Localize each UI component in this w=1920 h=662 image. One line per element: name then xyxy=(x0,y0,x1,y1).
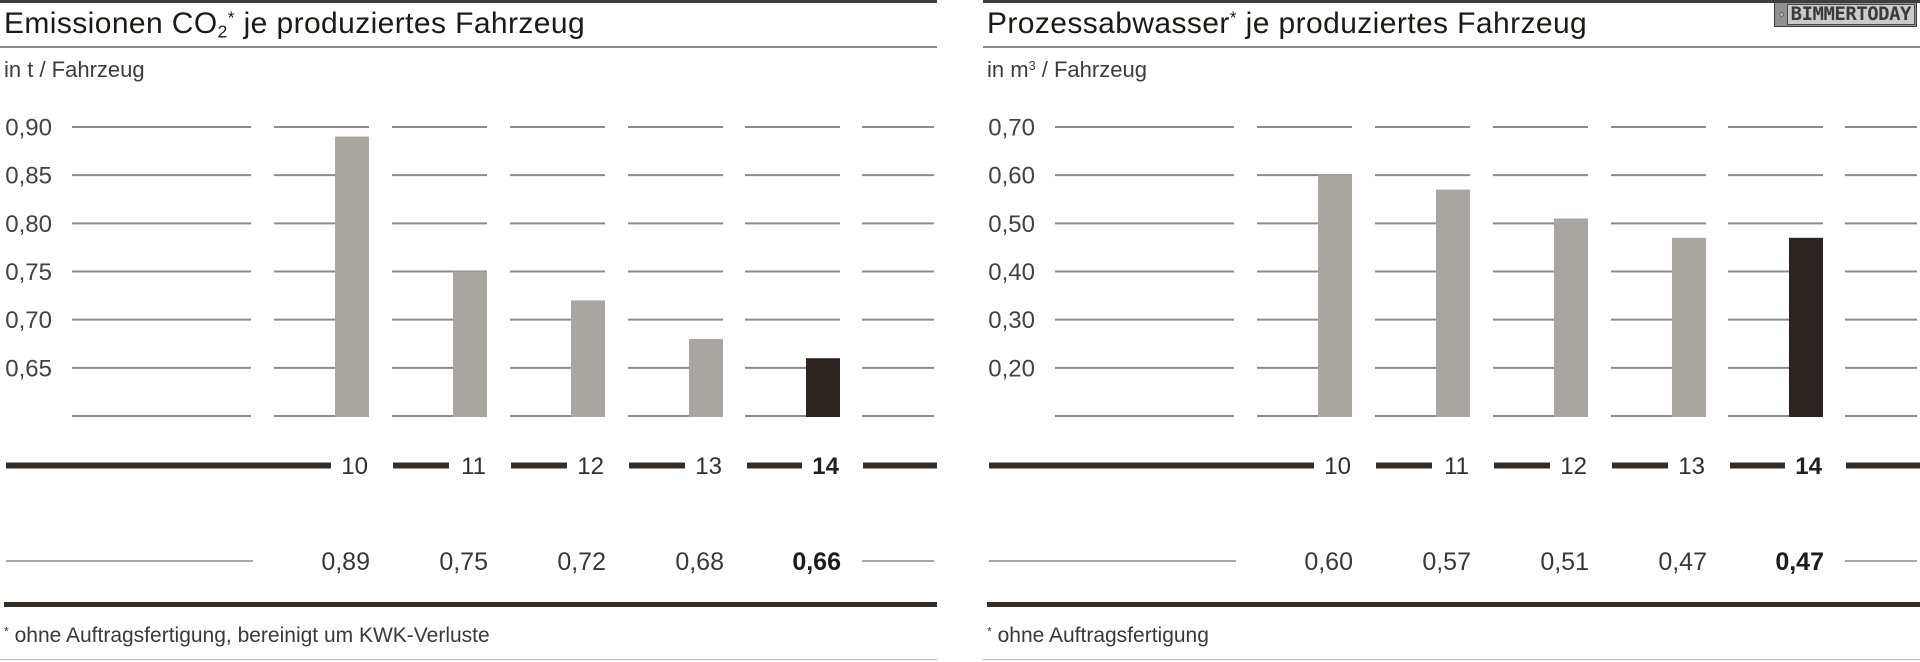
panel-top-rule xyxy=(0,0,937,3)
x-tick-label: 11 xyxy=(1444,453,1469,480)
y-tick-label: 0,60 xyxy=(988,163,1035,190)
chart-footnote: * ohne Auftragsfertigung xyxy=(987,624,1209,647)
bimmertoday-watermark: BIMMERTODAY xyxy=(1773,2,1917,27)
bar-11 xyxy=(1436,189,1470,417)
y-tick-label: 0,75 xyxy=(5,259,52,286)
value-label: 0,89 xyxy=(321,548,370,576)
panel-bottom-rule xyxy=(983,659,1920,660)
chart-title: Prozessabwasser* je produziertes Fahrzeu… xyxy=(987,7,1588,40)
value-label: 0,72 xyxy=(557,548,606,576)
y-tick-label: 0,50 xyxy=(988,211,1035,238)
bar-12 xyxy=(571,300,605,417)
y-tick-label: 0,40 xyxy=(988,259,1035,286)
bar-13 xyxy=(689,338,723,417)
x-tick-label: 13 xyxy=(695,453,722,480)
y-unit-label: in t / Fahrzeug xyxy=(4,57,145,82)
value-label: 0,60 xyxy=(1304,548,1353,576)
panel-bottom-rule xyxy=(0,659,937,660)
bar-14 xyxy=(1789,237,1823,417)
bar-12 xyxy=(1554,218,1588,417)
chart-footnote: * ohne Auftragsfertigung, bereinigt um K… xyxy=(4,624,490,647)
y-tick-label: 0,65 xyxy=(5,355,52,382)
chart-title: Emissionen CO2* je produziertes Fahrzeug xyxy=(4,7,586,42)
x-tick-label: 10 xyxy=(341,453,368,480)
x-tick-label: 10 xyxy=(1324,453,1351,480)
bar-10 xyxy=(335,136,369,417)
y-tick-label: 0,90 xyxy=(5,115,52,142)
bar-14 xyxy=(806,358,840,417)
y-tick-label: 0,80 xyxy=(5,211,52,238)
value-label: 0,51 xyxy=(1540,548,1589,576)
watermark-label: BIMMERTODAY xyxy=(1790,3,1912,25)
y-tick-label: 0,85 xyxy=(5,163,52,190)
y-unit-label: in m3 / Fahrzeug xyxy=(987,57,1147,82)
x-tick-label: 14 xyxy=(1795,453,1822,480)
y-tick-label: 0,30 xyxy=(988,307,1035,334)
title-underline xyxy=(0,46,937,48)
title-underline xyxy=(983,46,1920,48)
bar-chart-plot: 0,70 0,60 0,50 0,40 0,30 0,20 10 11 12 13 14 0,60 0,… xyxy=(988,115,1920,576)
value-label: 0,75 xyxy=(439,548,488,576)
y-tick-label: 0,70 xyxy=(5,307,52,334)
bar-10 xyxy=(1318,175,1352,417)
bar-11 xyxy=(453,271,487,417)
x-tick-label: 12 xyxy=(1560,453,1587,480)
watermark-dot-icon xyxy=(1776,4,1787,25)
process-wastewater-chart-panel: Prozessabwasser* je produziertes Fahrzeu… xyxy=(983,0,1920,662)
co2-emissions-chart-panel: Emissionen CO2* je produziertes Fahrzeug… xyxy=(0,0,937,662)
footer-rule xyxy=(4,602,937,607)
footer-rule xyxy=(987,602,1920,607)
bar-13 xyxy=(1672,237,1706,417)
value-label: 0,47 xyxy=(1775,548,1824,576)
x-tick-label: 12 xyxy=(577,453,604,480)
x-tick-label: 11 xyxy=(461,453,486,480)
y-tick-label: 0,20 xyxy=(988,355,1035,382)
value-label: 0,68 xyxy=(675,548,724,576)
y-tick-label: 0,70 xyxy=(988,115,1035,142)
value-label: 0,66 xyxy=(792,548,841,576)
bar-chart-plot: 0,90 0,85 0,80 0,75 0,70 0,65 10 11 12 13 14 0,89 0,… xyxy=(5,115,937,576)
value-label: 0,57 xyxy=(1422,548,1471,576)
x-tick-label: 13 xyxy=(1678,453,1705,480)
x-tick-label: 14 xyxy=(812,453,839,480)
value-label: 0,47 xyxy=(1658,548,1707,576)
panel-top-rule xyxy=(983,0,1920,3)
